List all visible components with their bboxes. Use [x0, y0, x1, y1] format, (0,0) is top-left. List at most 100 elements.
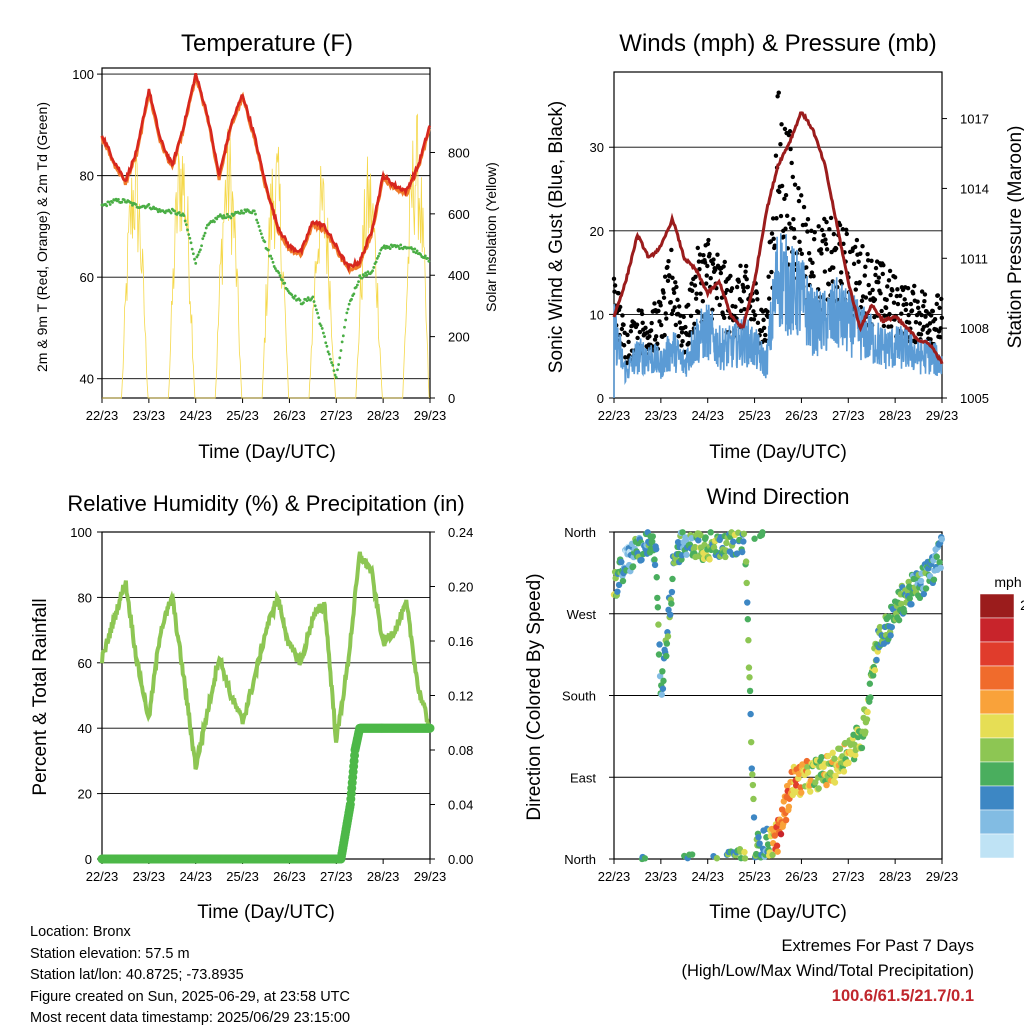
- station-info: Location: Bronx Station elevation: 57.5 …: [30, 922, 350, 1030]
- dewpoint-point: [183, 219, 187, 223]
- gust-point: [922, 299, 927, 304]
- direction-point: [823, 781, 830, 789]
- dewpoint-point: [350, 297, 353, 301]
- extremes-subtitle: (High/Low/Max Wind/Total Precipitation): [681, 962, 974, 980]
- dewpoint-point: [317, 316, 321, 320]
- dewpoint-point: [323, 335, 326, 338]
- gust-point: [808, 257, 813, 262]
- dewpoint-point: [270, 257, 274, 261]
- gust-point: [698, 291, 703, 296]
- gust-point: [881, 263, 886, 268]
- gust-point: [863, 295, 869, 300]
- gust-point: [742, 306, 747, 312]
- direction-point: [845, 759, 852, 767]
- gust-point: [791, 226, 797, 232]
- dewpoint-point: [122, 198, 126, 202]
- gust-point: [625, 332, 630, 338]
- gust-point: [697, 252, 703, 257]
- dewpoint-point: [195, 255, 199, 259]
- gust-point: [734, 284, 740, 290]
- gust-point: [701, 252, 706, 258]
- colorbar-swatch: [979, 833, 1015, 859]
- gust-point: [717, 302, 722, 308]
- gust-point: [648, 328, 654, 333]
- recent-text: Most recent data timestamp: 2025/06/29 2…: [30, 1010, 351, 1026]
- direction-point: [629, 563, 637, 570]
- direction-point: [746, 687, 754, 695]
- gust-point: [883, 305, 889, 311]
- dewpoint-point: [263, 240, 267, 244]
- direction-point: [739, 548, 746, 556]
- gust-point: [865, 251, 870, 257]
- winds-xtick-label: 23/23: [645, 408, 678, 423]
- gust-point: [853, 244, 858, 250]
- dewpoint-point: [224, 216, 228, 220]
- dewpoint-point: [372, 266, 376, 269]
- winds-ytick-label: 20: [590, 224, 604, 239]
- dewpoint-point: [117, 198, 120, 201]
- direction-point: [618, 558, 625, 566]
- gust-point: [676, 333, 681, 339]
- direction-point: [741, 855, 749, 862]
- gust-point: [639, 311, 645, 317]
- dewpoint-point: [120, 200, 124, 204]
- direction-point: [920, 590, 928, 598]
- temperature-xtick-label: 24/23: [179, 408, 212, 423]
- gust-point: [799, 251, 805, 256]
- gust-point: [680, 338, 685, 344]
- dewpoint-point: [108, 203, 112, 206]
- gust-point: [887, 311, 892, 317]
- direction-point: [753, 850, 760, 858]
- colorbar-swatch: [979, 809, 1015, 835]
- created-text: Figure created on Sun, 2025-06-29, at 23…: [30, 988, 350, 1005]
- gust-point: [878, 291, 883, 296]
- colorbar-swatch: [979, 593, 1015, 619]
- gust-point: [790, 174, 796, 180]
- gust-point: [739, 299, 744, 304]
- gust-point: [928, 337, 933, 342]
- dewpoint-point: [193, 257, 196, 261]
- dewpoint-point: [331, 363, 335, 367]
- dewpoint-point: [111, 200, 114, 204]
- dewpoint-point: [327, 352, 331, 356]
- gust-point: [930, 309, 936, 314]
- gust-point: [858, 251, 863, 256]
- dewpoint-point: [213, 220, 216, 224]
- gust-point: [939, 296, 944, 302]
- direction-point: [777, 830, 785, 838]
- direction-xtick-label: 25/23: [738, 869, 771, 884]
- temperature-xtick-label: 28/23: [367, 408, 400, 423]
- gust-point: [722, 259, 727, 265]
- gust-point: [769, 231, 775, 236]
- gust-point: [695, 245, 700, 251]
- gust-point: [784, 213, 790, 219]
- humidity-y2tick-label: 0.08: [448, 743, 473, 758]
- gust-point: [885, 284, 890, 289]
- gust-point: [797, 239, 802, 244]
- direction-point: [851, 741, 858, 749]
- relative-humidity-line: [100, 551, 432, 770]
- gust-point: [821, 232, 826, 238]
- gust-point: [884, 297, 889, 303]
- dewpoint-point: [329, 357, 332, 361]
- humidity-xtick-label: 22/23: [86, 869, 119, 884]
- humidity-ytick-label: 0: [85, 852, 92, 867]
- dewpoint-point: [332, 369, 336, 373]
- gust-point: [724, 287, 730, 293]
- dewpoint-point: [158, 208, 161, 211]
- gust-point: [818, 247, 824, 252]
- gust-point: [686, 340, 691, 346]
- winds-ylabel-left: Sonic Wind & Gust (Blue, Black): [546, 101, 567, 373]
- winds-xtick-label: 27/23: [832, 408, 865, 423]
- gust-point: [792, 182, 798, 187]
- winds-y2tick-label: 1008: [960, 321, 989, 336]
- direction-point: [653, 574, 660, 581]
- gust-point: [890, 288, 895, 293]
- gust-point: [840, 227, 846, 232]
- direction-point: [933, 553, 940, 560]
- winds-xtick-label: 24/23: [691, 408, 724, 423]
- gust-point: [729, 286, 735, 291]
- direction-xtick-label: 27/23: [832, 869, 865, 884]
- gust-point: [823, 237, 828, 242]
- direction-point: [862, 728, 869, 735]
